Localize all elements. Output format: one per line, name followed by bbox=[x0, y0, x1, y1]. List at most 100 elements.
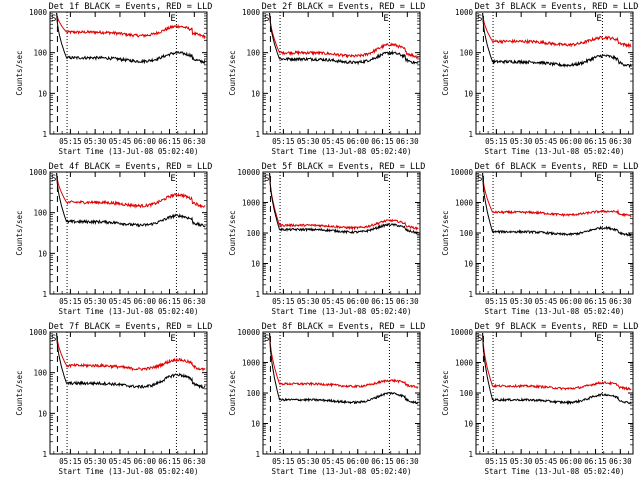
x-axis-label: Start Time (13-Jul-08 05:02:40) bbox=[272, 147, 412, 156]
panel-det-4: Det 4f BLACK = Events, RED = LLD 1 10 100 10… bbox=[15, 162, 212, 316]
x-tick-label: 06:30 bbox=[609, 297, 632, 306]
x-tick-label: 05:45 bbox=[109, 297, 132, 306]
x-tick-label: 06:15 bbox=[584, 297, 607, 306]
y-tick-label: 1 bbox=[42, 130, 47, 139]
x-tick-label: 06:00 bbox=[133, 457, 156, 466]
x-axis-label: Start Time (13-Jul-08 05:02:40) bbox=[59, 147, 199, 156]
x-tick-label: 05:45 bbox=[535, 457, 558, 466]
panel-title: Det 9f BLACK = Events, RED = LLD bbox=[475, 322, 639, 332]
events-series-line bbox=[482, 172, 632, 237]
y-tick-label: 100 bbox=[459, 389, 473, 398]
panel-det-5: Det 5f BLACK = Events, RED = LLD 1 10 100 10… bbox=[228, 162, 425, 316]
x-tick-label: 06:30 bbox=[183, 297, 206, 306]
y-axis-label: Counts/sec bbox=[441, 210, 450, 255]
y-tick-label: 10 bbox=[464, 260, 474, 269]
end-marker: E bbox=[170, 14, 175, 24]
y-tick-label: 100 bbox=[33, 209, 47, 218]
lld-series-line bbox=[56, 332, 206, 372]
y-tick-label: 100 bbox=[459, 229, 473, 238]
y-tick-label: 100 bbox=[33, 49, 47, 58]
x-tick-label: 05:30 bbox=[297, 297, 320, 306]
start-marker: S bbox=[51, 174, 56, 184]
x-tick-label: 05:15 bbox=[485, 137, 508, 146]
lld-series-line bbox=[482, 332, 632, 391]
y-tick-label: 10 bbox=[38, 409, 48, 418]
panel-title: Det 6f BLACK = Events, RED = LLD bbox=[475, 162, 639, 172]
lld-series-line bbox=[56, 172, 206, 209]
y-tick-label: 100 bbox=[246, 49, 260, 58]
plot-frame bbox=[49, 171, 208, 295]
y-tick-label: 1000 bbox=[29, 328, 48, 337]
x-axis-label: Start Time (13-Jul-08 05:02:40) bbox=[59, 467, 199, 476]
y-tick-label: 10 bbox=[251, 89, 261, 98]
x-tick-label: 05:15 bbox=[485, 457, 508, 466]
x-tick-label: 06:00 bbox=[133, 137, 156, 146]
y-tick-label: 10 bbox=[251, 260, 261, 269]
panel-det-1: Det 1f BLACK = Events, RED = LLD 1 10 100 10… bbox=[15, 2, 212, 156]
y-tick-label: 10 bbox=[251, 420, 261, 429]
end-marker: E bbox=[596, 14, 601, 24]
events-series-line bbox=[56, 172, 206, 228]
x-tick-label: 06:00 bbox=[346, 297, 369, 306]
y-tick-label: 1000 bbox=[455, 8, 474, 17]
plot-frame bbox=[49, 331, 208, 455]
panel-det-2: Det 2f BLACK = Events, RED = LLD 1 10 100 10… bbox=[228, 2, 425, 156]
y-tick-label: 1000 bbox=[29, 168, 48, 177]
end-marker: E bbox=[383, 14, 388, 24]
y-tick-label: 1 bbox=[255, 450, 260, 459]
x-axis-label: Start Time (13-Jul-08 05:02:40) bbox=[485, 147, 625, 156]
start-marker: S bbox=[264, 334, 269, 344]
y-tick-label: 100 bbox=[33, 369, 47, 378]
plot-frame bbox=[475, 11, 634, 135]
panel-det-6: Det 6f BLACK = Events, RED = LLD 1 10 100 10… bbox=[441, 162, 638, 316]
y-tick-label: 10 bbox=[38, 249, 48, 258]
x-tick-label: 06:15 bbox=[371, 137, 394, 146]
x-tick-label: 05:30 bbox=[510, 137, 533, 146]
plot-frame bbox=[262, 331, 421, 455]
x-axis-label: Start Time (13-Jul-08 05:02:40) bbox=[485, 307, 625, 316]
lld-series-line bbox=[482, 12, 632, 49]
x-tick-label: 06:30 bbox=[609, 137, 632, 146]
lld-series-line bbox=[56, 12, 206, 40]
y-tick-label: 1 bbox=[42, 290, 47, 299]
y-tick-label: 10000 bbox=[450, 168, 473, 177]
x-tick-label: 05:15 bbox=[59, 297, 82, 306]
y-axis-label: Counts/sec bbox=[441, 370, 450, 415]
x-axis-label: Start Time (13-Jul-08 05:02:40) bbox=[272, 307, 412, 316]
panel-det-8: Det 8f BLACK = Events, RED = LLD 1 10 100 10… bbox=[228, 322, 425, 476]
x-tick-label: 05:30 bbox=[84, 297, 107, 306]
panel-det-3: Det 3f BLACK = Events, RED = LLD 1 10 100 10… bbox=[441, 2, 638, 156]
y-tick-label: 1000 bbox=[29, 8, 48, 17]
panel-title: Det 7f BLACK = Events, RED = LLD bbox=[49, 322, 213, 332]
panel-title: Det 4f BLACK = Events, RED = LLD bbox=[49, 162, 213, 172]
y-axis-label: Counts/sec bbox=[228, 50, 237, 95]
x-tick-label: 06:30 bbox=[396, 137, 419, 146]
x-tick-label: 06:30 bbox=[396, 457, 419, 466]
y-axis-label: Counts/sec bbox=[15, 50, 24, 95]
y-tick-label: 1000 bbox=[242, 199, 261, 208]
events-series-line bbox=[269, 332, 419, 405]
x-tick-label: 06:30 bbox=[183, 137, 206, 146]
panel-title: Det 1f BLACK = Events, RED = LLD bbox=[49, 2, 213, 12]
x-tick-label: 05:15 bbox=[59, 457, 82, 466]
panel-title: Det 3f BLACK = Events, RED = LLD bbox=[475, 2, 639, 12]
y-tick-label: 1 bbox=[255, 130, 260, 139]
lld-series-line bbox=[269, 172, 419, 231]
y-tick-label: 10 bbox=[464, 89, 474, 98]
x-tick-label: 06:30 bbox=[183, 457, 206, 466]
y-axis-label: Counts/sec bbox=[441, 50, 450, 95]
events-series-line bbox=[482, 332, 632, 406]
y-tick-label: 10000 bbox=[450, 328, 473, 337]
panel-title: Det 5f BLACK = Events, RED = LLD bbox=[262, 162, 426, 172]
x-tick-label: 05:30 bbox=[84, 457, 107, 466]
end-marker: E bbox=[170, 174, 175, 184]
y-tick-label: 100 bbox=[246, 389, 260, 398]
x-tick-label: 06:15 bbox=[158, 137, 181, 146]
plot-frame bbox=[262, 11, 421, 135]
x-tick-label: 06:15 bbox=[584, 137, 607, 146]
lld-series-line bbox=[269, 332, 419, 390]
x-tick-label: 05:15 bbox=[485, 297, 508, 306]
panel-title: Det 8f BLACK = Events, RED = LLD bbox=[262, 322, 426, 332]
y-tick-label: 10 bbox=[464, 420, 474, 429]
